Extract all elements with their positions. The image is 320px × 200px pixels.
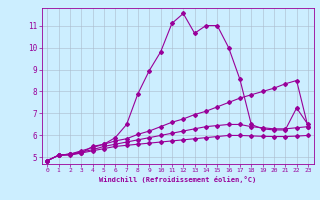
X-axis label: Windchill (Refroidissement éolien,°C): Windchill (Refroidissement éolien,°C) — [99, 176, 256, 183]
